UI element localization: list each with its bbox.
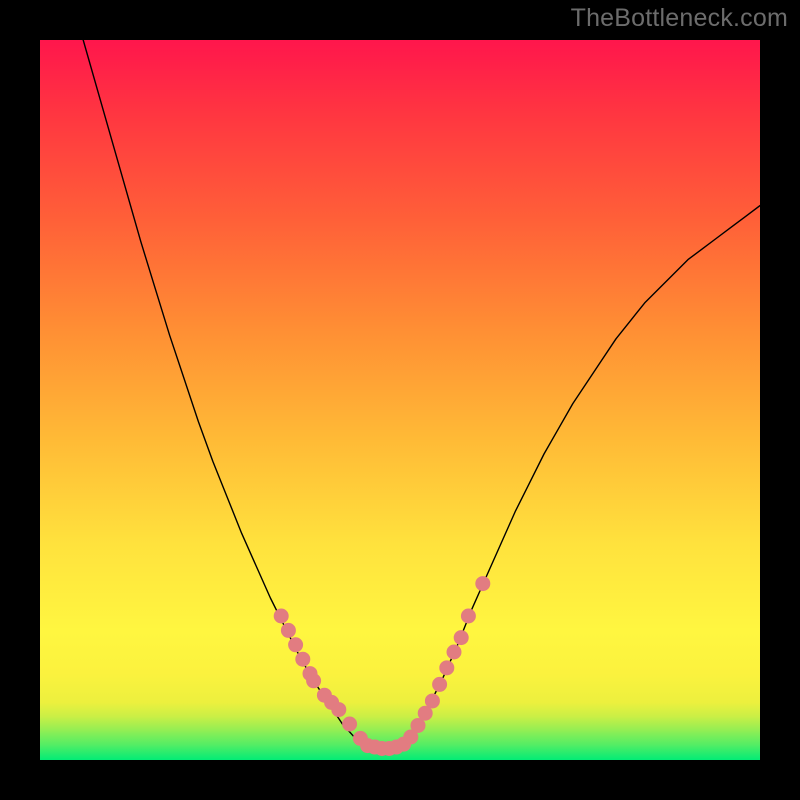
data-marker	[440, 661, 454, 675]
data-marker	[296, 652, 310, 666]
data-marker	[476, 577, 490, 591]
data-marker	[281, 623, 295, 637]
plot-area	[40, 40, 760, 760]
data-marker	[411, 718, 425, 732]
data-marker	[461, 609, 475, 623]
data-marker	[454, 631, 468, 645]
watermark-label: TheBottleneck.com	[571, 4, 788, 33]
data-marker	[307, 674, 321, 688]
data-marker	[332, 703, 346, 717]
data-marker	[343, 717, 357, 731]
data-marker	[433, 677, 447, 691]
data-marker	[289, 638, 303, 652]
plot-svg	[40, 40, 760, 760]
data-marker	[447, 645, 461, 659]
gradient-background	[40, 40, 760, 760]
data-marker	[425, 694, 439, 708]
chart-canvas: TheBottleneck.com	[0, 0, 800, 800]
data-marker	[418, 706, 432, 720]
data-marker	[274, 609, 288, 623]
